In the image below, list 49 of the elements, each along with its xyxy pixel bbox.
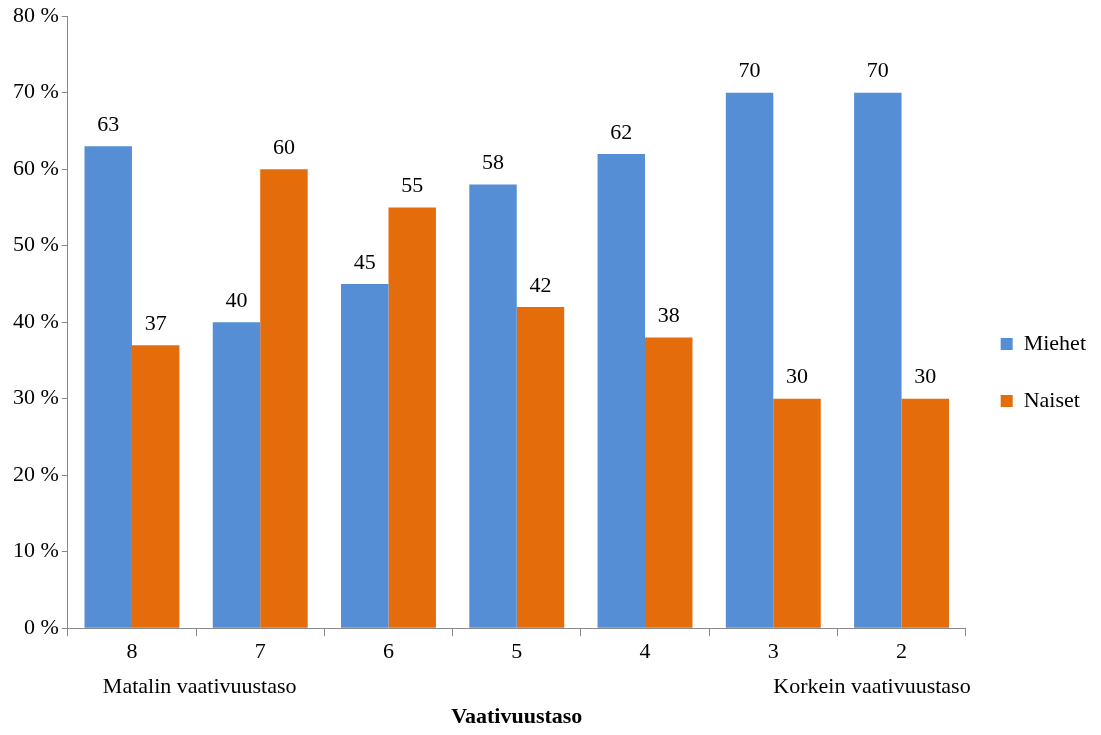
bar: [773, 398, 821, 628]
y-tick-label: 40 %: [13, 307, 59, 333]
x-tick-label: 6: [382, 638, 394, 664]
data-label: 70: [866, 57, 889, 83]
text: Korkein vaativuustaso: [773, 672, 971, 698]
y-tick-label: 80 %: [13, 1, 59, 27]
legend-label: Naiset: [1023, 386, 1080, 412]
data-label: 70: [738, 57, 761, 83]
y-tick-label: 10 %: [13, 537, 59, 563]
x-tick-label: 2: [896, 638, 908, 664]
data-label: 60: [272, 133, 295, 159]
y-tick-label: 60 %: [13, 154, 59, 180]
y-tick-label: 50 %: [13, 231, 59, 257]
bar: [469, 184, 517, 628]
bar: [597, 153, 646, 628]
data-label: 45: [353, 248, 376, 274]
x-tick-label: 8: [126, 638, 138, 664]
x-tick-label: 4: [639, 638, 651, 664]
data-label: 63: [97, 111, 120, 137]
bar: [901, 398, 950, 628]
bar: [516, 306, 565, 628]
y-tick-label: 0 %: [24, 613, 59, 639]
bar: [84, 146, 132, 628]
data-label: 58: [482, 149, 505, 175]
data-label: 30: [786, 363, 809, 389]
bar: [854, 92, 902, 628]
x-tick-label: 3: [767, 638, 779, 664]
bar: [388, 207, 436, 628]
x-tick-label: 7: [254, 638, 266, 664]
y-tick-label: 30 %: [13, 384, 59, 410]
bar: [212, 322, 261, 628]
bar: [341, 283, 389, 628]
data-label: 42: [529, 271, 552, 297]
y-tick-label: 70 %: [13, 78, 59, 104]
x-axis-title: Vaativuustaso: [451, 703, 583, 729]
data-label: 40: [225, 286, 248, 312]
data-label: 55: [401, 172, 424, 198]
bar: [131, 345, 180, 628]
bar: [260, 169, 308, 628]
bar: [725, 92, 774, 628]
data-label: 30: [914, 363, 937, 389]
y-tick-label: 20 %: [13, 460, 59, 486]
bar: [645, 337, 693, 628]
x-tick-label: 5: [511, 638, 523, 664]
data-label: 37: [144, 309, 167, 335]
data-label: 38: [657, 302, 680, 328]
data-label: 62: [610, 118, 633, 144]
legend-label: Miehet: [1023, 329, 1087, 355]
text: Matalin vaativuustaso: [102, 672, 297, 698]
